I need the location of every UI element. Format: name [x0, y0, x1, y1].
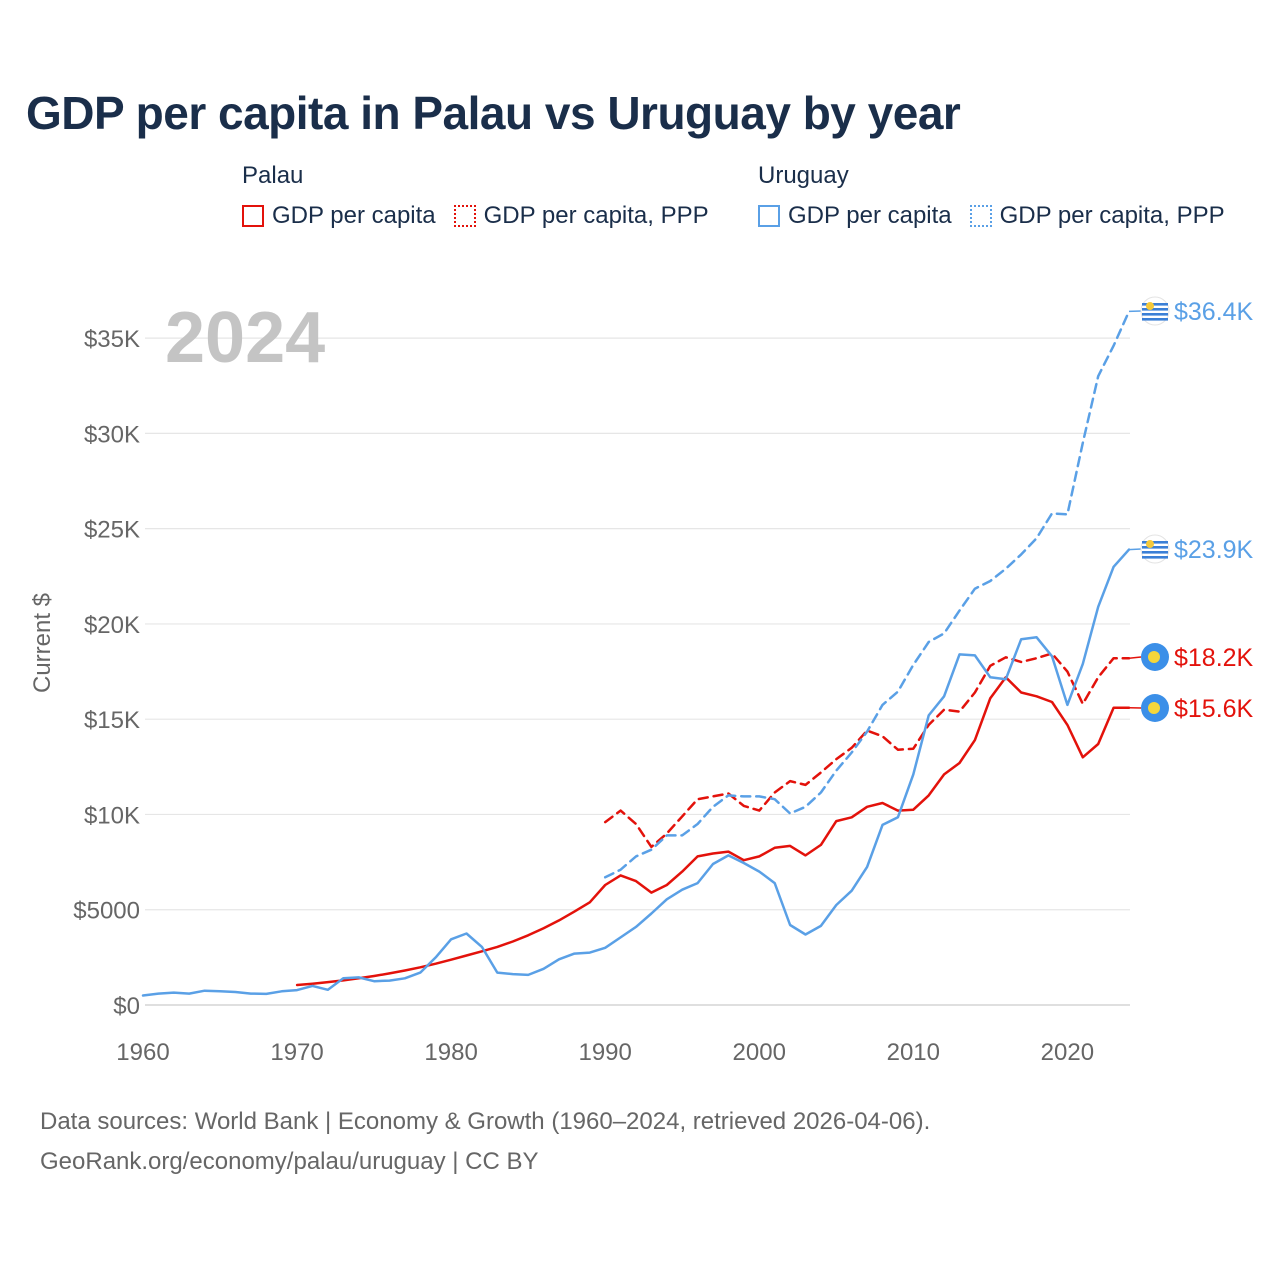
series-line-3: [141, 548, 1131, 997]
legend-swatch-dotted-blue: [969, 205, 992, 227]
leader-line: [1128, 656, 1142, 659]
x-tick-label: 1960: [116, 1039, 169, 1066]
legend-group-title: Palau: [242, 162, 304, 189]
legend-label: GDP per capita: [272, 202, 436, 229]
palau-flag-icon: [1141, 643, 1169, 671]
y-tick-label: $30K: [84, 421, 140, 448]
y-tick-label: $5000: [73, 898, 140, 925]
year-watermark: 2024: [165, 298, 325, 378]
y-tick-label: $0: [113, 993, 140, 1020]
legend-swatch-solid-blue: [758, 205, 780, 227]
series-line-2: [603, 652, 1131, 849]
legend-label: GDP per capita, PPP: [483, 202, 709, 229]
x-tick-label: 1990: [578, 1039, 631, 1066]
x-tick-label: 1970: [270, 1039, 323, 1066]
legend-swatch-dotted-red: [453, 205, 476, 227]
legend-item-uruguay-gdp-ppp[interactable]: GDP per capita, PPP: [969, 202, 1225, 230]
legend-item-palau-gdp[interactable]: GDP per capita: [242, 202, 436, 230]
chart-title: GDP per capita in Palau vs Uruguay by ye…: [26, 87, 961, 139]
footer-sources: Data sources: World Bank | Economy & Gro…: [40, 1108, 931, 1135]
series-line-1: [295, 676, 1131, 987]
x-tick-label: 2020: [1041, 1039, 1094, 1066]
uruguay-flag-icon: [1140, 534, 1170, 564]
leader-line: [1128, 548, 1142, 551]
y-tick-label: $35K: [84, 326, 140, 353]
legend-group-palau: Palau GDP per capita GDP per capita, PPP: [242, 162, 709, 230]
y-tick-label: $10K: [84, 802, 140, 829]
y-axis-label: Current $: [29, 593, 56, 693]
legend-item-uruguay-gdp[interactable]: GDP per capita: [758, 202, 952, 230]
x-tick-label: 1980: [424, 1039, 477, 1066]
series-end-label: $18.2K: [1174, 644, 1254, 672]
y-tick-label: $15K: [84, 707, 140, 734]
legend-item-palau-gdp-ppp[interactable]: GDP per capita, PPP: [453, 202, 709, 230]
x-tick-label: 2010: [887, 1039, 940, 1066]
legend-swatch-solid-red: [242, 205, 264, 227]
legend-label: GDP per capita, PPP: [999, 202, 1225, 229]
legend-label: GDP per capita: [788, 202, 952, 229]
series-end-label: $23.9K: [1174, 536, 1254, 564]
y-tick-label: $25K: [84, 517, 140, 544]
x-tick-label: 2000: [733, 1039, 786, 1066]
series-end-label: $15.6K: [1174, 695, 1254, 723]
palau-flag-icon: [1141, 694, 1169, 722]
y-tick-label: $20K: [84, 612, 140, 639]
legend-group-uruguay: Uruguay GDP per capita GDP per capita, P…: [758, 162, 1225, 230]
series-line-4: [603, 310, 1131, 879]
legend-group-title: Uruguay: [758, 162, 849, 189]
footer-credit: GeoRank.org/economy/palau/uruguay | CC B…: [40, 1148, 539, 1175]
series-end-label: $36.4K: [1174, 298, 1254, 326]
uruguay-flag-icon: [1140, 296, 1170, 326]
